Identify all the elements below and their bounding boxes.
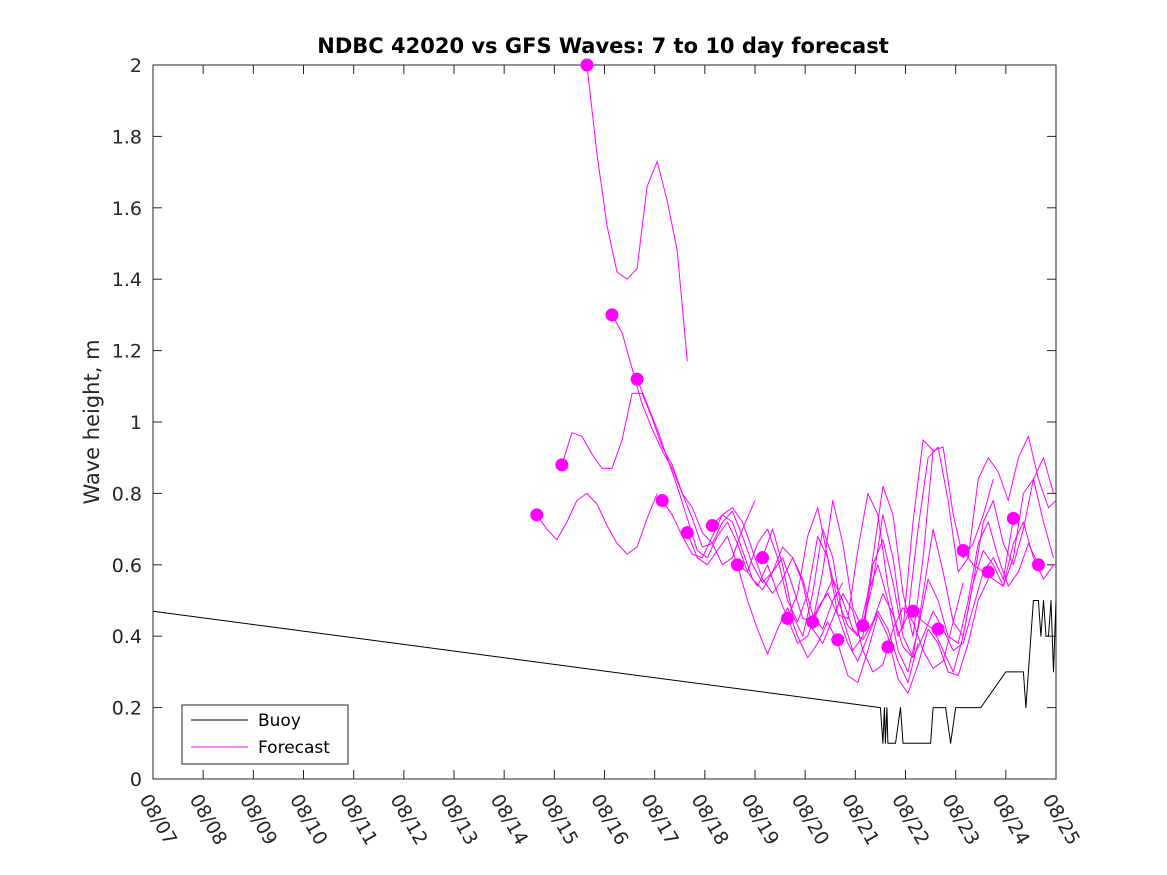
y-tick-label: 0.2: [112, 698, 142, 720]
y-tick-label: 0.4: [112, 626, 142, 648]
forecast-marker: [630, 372, 644, 386]
legend-forecast-label: Forecast: [258, 738, 330, 758]
chart-title: NDBC 42020 vs GFS Waves: 7 to 10 day for…: [317, 34, 888, 58]
forecast-line: [812, 446, 994, 637]
y-ticks: 0 0.2 0.4 0.6 0.8 1 1.2 1.4 1.6 1.8 2: [112, 55, 1056, 791]
y-axis-label: Wave height, m: [80, 339, 104, 504]
forecast-line: [962, 521, 1056, 587]
forecast-line: [586, 64, 688, 362]
y-tick-label: 1.4: [112, 269, 142, 291]
forecast-line: [561, 392, 756, 566]
y-tick-label: 1: [130, 412, 142, 434]
legend: Buoy Forecast: [181, 704, 349, 765]
y-tick-label: 0.8: [112, 483, 142, 505]
forecast-line: [787, 435, 1057, 637]
y-tick-label: 1.6: [112, 198, 142, 220]
forecast-line: [712, 514, 1014, 659]
forecast-line: [862, 439, 934, 630]
forecast-line: [661, 500, 964, 673]
forecast-line: [611, 314, 844, 630]
buoy-line: [152, 600, 1057, 744]
forecast-line: [912, 478, 1054, 673]
forecast-line: [536, 492, 658, 555]
series-layer: [152, 58, 1057, 744]
forecast-marker: [555, 458, 569, 472]
forecast-line: [737, 521, 1039, 673]
legend-buoy-label: Buoy: [258, 711, 301, 731]
legend-box: [181, 704, 349, 765]
y-tick-label: 1.8: [112, 126, 142, 148]
y-tick-label: 1.2: [112, 341, 142, 363]
y-tick-label: 0.6: [112, 555, 142, 577]
plot-area: [152, 64, 1057, 780]
forecast-marker: [1006, 511, 1020, 525]
y-tick-label: 2: [130, 55, 142, 77]
forecast-line: [636, 379, 919, 684]
y-tick-label: 0: [130, 769, 142, 791]
forecast-line: [762, 457, 1054, 659]
